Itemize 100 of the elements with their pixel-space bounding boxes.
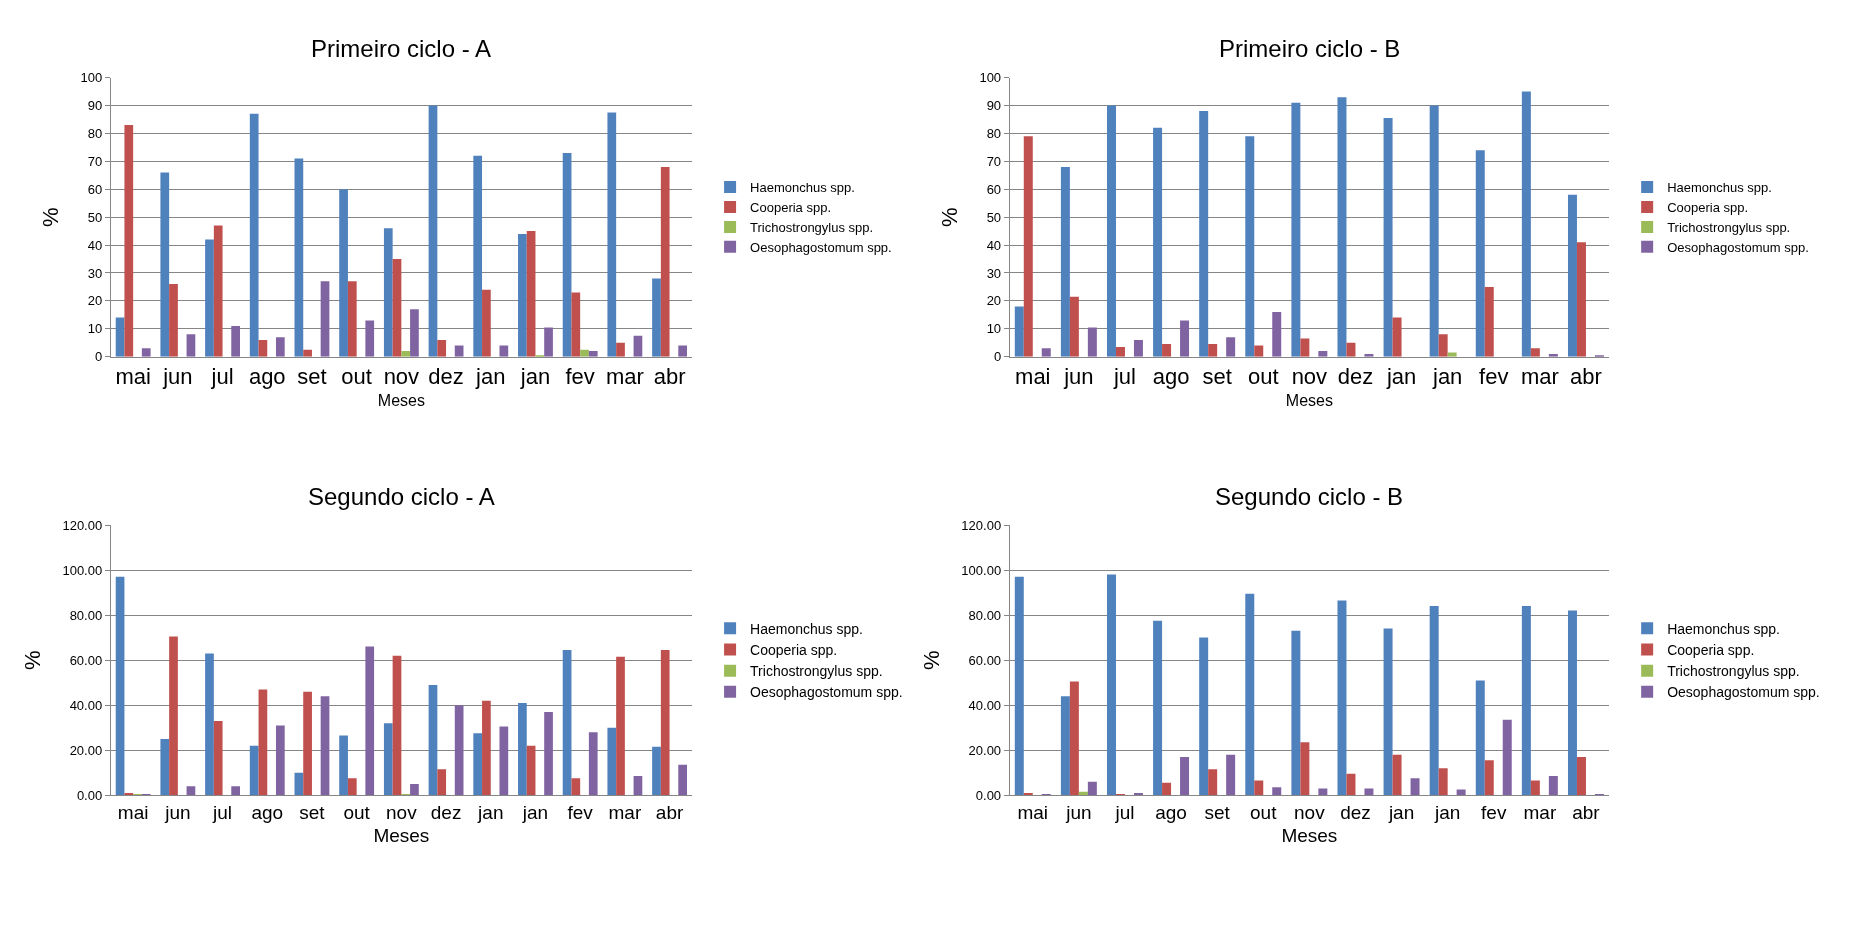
bar [499,345,509,357]
bar [186,334,196,357]
y-tick-label: 10 [87,321,103,337]
bar [1318,351,1328,357]
bar [1272,312,1282,357]
x-tick-label: ago [248,364,286,390]
y-tick-label: 60.00 [69,652,103,668]
x-tick-label: abr [1570,364,1602,390]
legend-label: Haemonchus spp. [750,620,863,637]
x-tick-label: fev [1481,802,1507,824]
x-tick-label: jan [477,802,504,824]
bar [169,636,178,796]
bar [169,284,178,357]
bar [607,112,617,357]
bar [1180,756,1190,796]
bar [1254,345,1264,357]
legend-label: Trichostrongylus spp. [750,663,883,680]
bar [607,727,617,796]
y-tick-label: 0.00 [975,787,1002,803]
bar [454,705,464,796]
bar [1180,320,1190,357]
y-tick-label: 20.00 [69,742,103,758]
bar [1069,296,1079,357]
chart-title: Segundo ciclo - A [308,483,495,510]
y-tick-label: 90 [87,98,103,114]
bar [303,691,312,796]
bar [1383,628,1393,796]
bar [616,342,625,357]
y-tick-label: 30 [986,265,1002,281]
x-tick-label: mai [1015,364,1051,390]
legend-label: Cooperia spp. [750,200,832,216]
x-tick-label: dez [1337,364,1374,390]
bar [1530,780,1540,796]
bar [1318,788,1328,796]
bar [437,769,447,796]
y-axis-title: % [20,650,46,670]
bar [205,653,214,796]
bar [365,320,375,357]
legend-label: Trichostrongylus spp. [1667,663,1800,680]
y-tick-label: 100 [80,70,103,86]
bar [1567,610,1577,796]
bar [526,231,536,357]
x-tick-label: jun [1065,802,1092,824]
bar [160,738,170,796]
bar [1069,681,1079,796]
bar [231,325,240,357]
bar [1337,600,1347,796]
bar [1346,773,1356,796]
bar [1364,788,1374,796]
legend-label: Cooperia spp. [1667,641,1755,658]
bar [473,733,483,796]
bar [275,725,285,796]
x-tick-label: ago [251,802,284,824]
x-tick-label: jul [1114,802,1135,824]
bar [1484,286,1494,357]
x-tick-label: dez [428,364,464,390]
bar [562,650,572,796]
bar [1014,306,1024,357]
bar [1162,344,1172,357]
bar [1208,344,1218,357]
bar [544,711,553,796]
x-axis-title: Meses [1281,824,1338,846]
chart-title: Primeiro ciclo - B [1219,35,1401,62]
x-tick-label: abr [655,802,684,824]
bar [454,345,464,357]
bar [294,772,304,796]
bar [1133,793,1143,796]
legend-label: Haemonchus spp. [1667,620,1780,637]
y-tick-label: 50 [87,209,103,225]
bar [499,726,509,796]
x-tick-label: set [1202,364,1232,390]
x-tick-label: jul [1112,364,1136,390]
y-tick-label: 80.00 [69,607,103,623]
x-tick-label: jul [210,364,234,390]
legend-label: Oesophagostomum spp. [1667,239,1809,255]
bar [544,327,553,357]
bar [660,166,670,357]
bar [1041,348,1051,357]
bar [1106,105,1116,357]
bar [1429,105,1439,357]
bar [1245,593,1255,796]
bar [124,125,134,357]
bar [1272,787,1282,796]
bar [518,702,527,796]
y-tick-label: 30 [87,265,103,281]
y-tick-label: 50 [986,209,1002,225]
y-axis-title: % [937,207,963,227]
bar [1199,111,1209,357]
bar [1300,742,1310,796]
x-tick-label: jun [1063,364,1094,390]
x-tick-label: jan [521,802,549,824]
chart-title: Segundo ciclo - B [1215,483,1404,510]
bar [410,309,419,357]
x-tick-label: mai [115,364,151,390]
x-tick-label: fev [567,802,594,824]
bar [392,259,402,357]
y-tick-label: 120.00 [62,517,103,533]
bar [652,746,661,796]
bar [473,155,483,357]
x-tick-label: nov [1294,802,1326,824]
